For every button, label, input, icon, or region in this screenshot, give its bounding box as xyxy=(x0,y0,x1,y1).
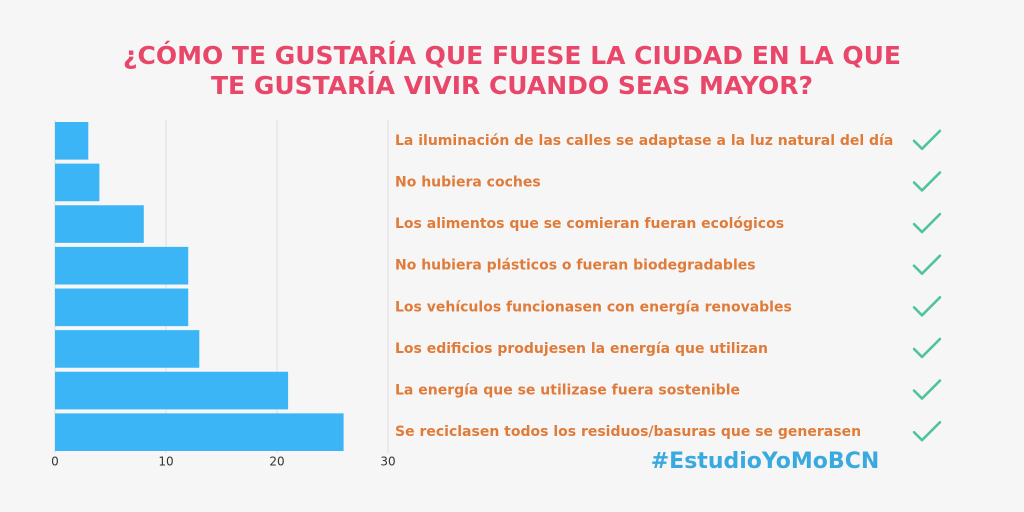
bar xyxy=(55,371,289,410)
check-icon xyxy=(912,212,942,234)
bar xyxy=(55,246,189,285)
category-label: Los vehículos funcionasen con energía re… xyxy=(395,299,792,315)
check-icon xyxy=(912,254,942,275)
bar xyxy=(55,205,144,243)
x-tick-label: 10 xyxy=(158,455,173,469)
check-icon xyxy=(912,296,942,317)
bar xyxy=(55,413,344,451)
category-label: Se reciclasen todos los residuos/basuras… xyxy=(395,424,861,440)
x-tick-label: 20 xyxy=(269,455,284,469)
category-label: La iluminación de las calles se adaptase… xyxy=(395,133,893,149)
check-icon xyxy=(912,171,942,192)
check-icon xyxy=(912,379,942,400)
check-icon xyxy=(912,420,942,442)
title-line: ¿CÓMO TE GUSTARÍA QUE FUESE LA CIUDAD EN… xyxy=(123,40,901,70)
category-label: Los edificios produjesen la energía que … xyxy=(395,341,768,357)
category-label: No hubiera plásticos o fueran biodegrada… xyxy=(395,258,756,274)
bar xyxy=(55,288,189,327)
check-icon xyxy=(912,129,942,151)
bar xyxy=(55,163,100,202)
category-label: No hubiera coches xyxy=(395,174,541,190)
bar xyxy=(55,122,89,160)
plot: 0 10 20 30 La iluminación de las calles se a… xyxy=(51,120,942,469)
x-tick-label: 0 xyxy=(51,455,59,469)
category-label: La energía que se utilizase fuera sosten… xyxy=(395,383,740,399)
bar xyxy=(55,330,200,368)
check-icon xyxy=(912,337,942,359)
category-label: Los alimentos que se comieran fueran eco… xyxy=(395,216,784,232)
title-line: TE GUSTARÍA VIVIR CUANDO SEAS MAYOR? xyxy=(211,71,813,100)
hashtag: #EstudioYoMoBCN xyxy=(651,449,880,474)
x-tick-label: 30 xyxy=(380,455,395,469)
